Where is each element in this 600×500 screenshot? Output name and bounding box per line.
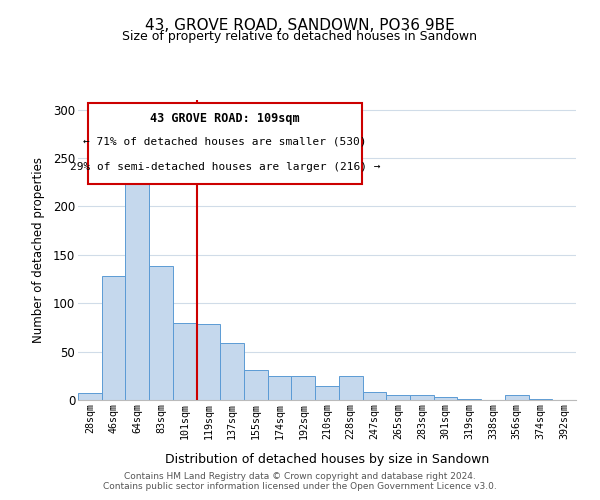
Bar bbox=[149, 266, 173, 400]
Y-axis label: Number of detached properties: Number of detached properties bbox=[32, 157, 44, 343]
Text: Contains HM Land Registry data © Crown copyright and database right 2024.: Contains HM Land Registry data © Crown c… bbox=[124, 472, 476, 481]
Bar bbox=[125, 180, 149, 400]
Bar bbox=[339, 376, 362, 400]
Bar bbox=[457, 399, 481, 400]
Text: Contains public sector information licensed under the Open Government Licence v3: Contains public sector information licen… bbox=[103, 482, 497, 491]
Bar bbox=[102, 276, 125, 400]
X-axis label: Distribution of detached houses by size in Sandown: Distribution of detached houses by size … bbox=[165, 452, 489, 466]
Bar bbox=[173, 322, 197, 400]
Bar bbox=[410, 395, 434, 400]
Bar bbox=[505, 395, 529, 400]
Bar bbox=[220, 343, 244, 400]
Bar bbox=[386, 395, 410, 400]
Bar bbox=[362, 392, 386, 400]
Bar bbox=[197, 324, 220, 400]
Bar bbox=[315, 386, 339, 400]
Text: 29% of semi-detached houses are larger (216) →: 29% of semi-detached houses are larger (… bbox=[70, 162, 380, 172]
Text: Size of property relative to detached houses in Sandown: Size of property relative to detached ho… bbox=[122, 30, 478, 43]
Text: 43 GROVE ROAD: 109sqm: 43 GROVE ROAD: 109sqm bbox=[150, 112, 300, 125]
Bar bbox=[292, 376, 315, 400]
FancyBboxPatch shape bbox=[88, 103, 362, 184]
Bar bbox=[529, 399, 552, 400]
Text: ← 71% of detached houses are smaller (530): ← 71% of detached houses are smaller (53… bbox=[83, 136, 367, 146]
Bar bbox=[78, 393, 102, 400]
Bar bbox=[244, 370, 268, 400]
Text: 43, GROVE ROAD, SANDOWN, PO36 9BE: 43, GROVE ROAD, SANDOWN, PO36 9BE bbox=[145, 18, 455, 32]
Bar bbox=[268, 376, 292, 400]
Bar bbox=[434, 397, 457, 400]
